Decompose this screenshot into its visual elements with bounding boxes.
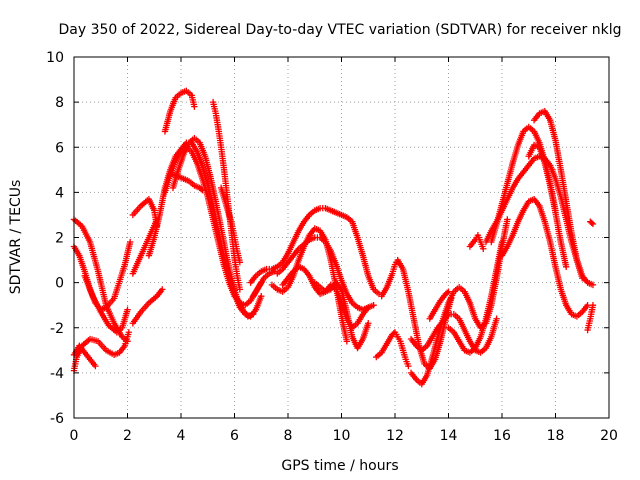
y-tick-label: 10 [46,50,64,66]
y-axis-label: SDTVAR / TECUs [8,180,24,295]
y-tick-label: 6 [55,140,64,156]
marker-run [81,272,131,336]
marker-run [247,204,383,298]
marker-run [70,329,133,374]
series-arc-20 [279,263,372,331]
series-arc-32 [530,107,586,282]
y-tick-label: 0 [55,276,64,292]
chart-title: Day 350 of 2022, Sidereal Day-to-day VTE… [59,22,622,38]
y-tick-label: 4 [55,185,64,201]
series-arc-6 [129,286,166,327]
series-arc-34 [584,301,597,334]
marker-run [169,171,206,194]
series-arc-16 [250,268,278,300]
series-arc-27 [445,238,506,356]
grid-lines [74,57,609,418]
series-arc-13 [169,171,206,194]
marker-run [498,195,591,320]
series-arc-4 [70,329,133,374]
series-arc-22 [373,329,412,370]
series-arc-8 [129,195,161,230]
series-arc-21 [311,279,372,352]
y-tick-label: 2 [55,231,64,247]
marker-run [161,87,198,135]
marker-run [373,329,412,370]
x-tick-label: 12 [386,428,404,444]
marker-run [466,232,487,252]
x-tick-label: 14 [440,428,458,444]
series-arc-30 [488,123,559,246]
data-points [70,87,597,388]
series-arc-33 [525,141,570,271]
marker-run [311,279,372,352]
tick-labels: 0 2 4 6 8 10 12 14 16 18 20 -6 -4 -2 0 2 4 6 8 10 [46,50,618,444]
marker-run [217,184,244,266]
x-tick-label: 2 [123,428,132,444]
marker-run [587,218,597,228]
x-tick-label: 20 [600,428,618,444]
marker-run [445,238,506,356]
y-tick-label: -6 [50,411,64,427]
marker-run [525,141,570,271]
x-tick-label: 16 [493,428,511,444]
x-tick-label: 4 [177,428,186,444]
marker-run [488,123,559,246]
series-arc-31 [498,195,591,320]
marker-run [250,268,278,300]
y-tick-label: 8 [55,95,64,111]
x-tick-label: 6 [230,428,239,444]
series-arc-35 [587,218,597,228]
marker-run [169,135,257,320]
marker-run [530,107,586,282]
y-tick-label: -4 [50,366,64,382]
y-tick-label: -2 [50,321,64,337]
x-tick-label: 18 [547,428,565,444]
series-arc-5 [81,272,131,336]
x-tick-label: 0 [70,428,79,444]
series-arc-26 [426,288,452,322]
series-arc-11 [161,87,198,135]
series-arc-15 [217,184,244,266]
series-arc-28 [466,232,487,252]
marker-run [129,286,166,327]
x-tick-label: 10 [333,428,351,444]
series-arc-17 [247,204,383,298]
x-tick-label: 8 [284,428,293,444]
marker-run [279,263,372,331]
x-axis-label: GPS time / hours [281,458,398,474]
marker-run [426,288,452,322]
marker-run [584,301,597,334]
marker-run [129,195,161,230]
series-arc-12 [169,135,257,320]
